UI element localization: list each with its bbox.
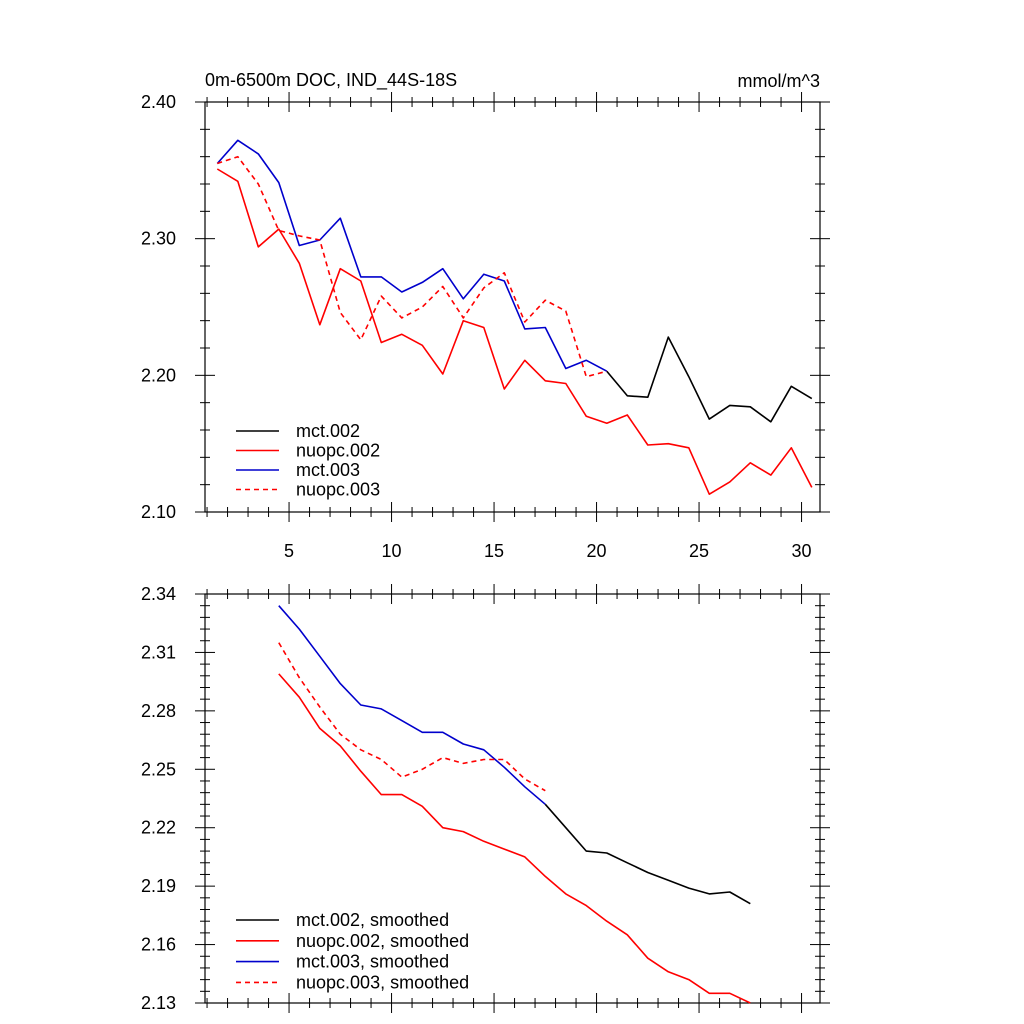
bottom-ytick-label: 2.16 xyxy=(141,935,176,955)
top-series-line-2 xyxy=(216,139,608,372)
top-legend-label-1: nuopc.002 xyxy=(296,441,380,461)
top-ytick-label: 2.10 xyxy=(141,502,176,522)
bottom-legend-label-2: mct.003, smoothed xyxy=(296,952,449,972)
top-plot-frame xyxy=(204,101,821,513)
top-panel: 0m-6500m DOC, IND_44S-18S mmol/m^3 2.10 2… xyxy=(141,70,830,561)
top-series-line-0 xyxy=(606,336,813,423)
top-legend-label-0: mct.002 xyxy=(296,421,360,441)
bottom-legend-label-1: nuopc.002, smoothed xyxy=(296,931,469,951)
top-xtick-label: 25 xyxy=(689,541,709,561)
bottom-ytick-label: 2.19 xyxy=(141,876,176,896)
top-series-line-1 xyxy=(216,168,813,496)
top-xtick-label: 5 xyxy=(284,541,294,561)
bottom-series-line-1 xyxy=(278,673,751,1004)
top-xtick-label: 15 xyxy=(484,541,504,561)
bottom-series-line-2 xyxy=(278,605,546,805)
top-xtick-label: 30 xyxy=(792,541,812,561)
top-legend-label-3: nuopc.003 xyxy=(296,480,380,500)
top-xtick-label: 20 xyxy=(587,541,607,561)
bottom-ytick-label: 2.22 xyxy=(141,818,176,838)
bottom-ytick-label: 2.34 xyxy=(141,584,176,604)
bottom-series-line-0 xyxy=(544,803,751,905)
top-series-line-3 xyxy=(217,155,608,378)
bottom-ytick-label: 2.31 xyxy=(141,642,176,662)
bottom-legend-label-3: nuopc.003, smoothed xyxy=(296,972,469,992)
top-panel-units: mmol/m^3 xyxy=(738,71,820,91)
top-panel-title: 0m-6500m DOC, IND_44S-18S xyxy=(205,70,457,91)
top-ytick-label: 2.40 xyxy=(141,92,176,112)
top-legend-label-2: mct.003 xyxy=(296,460,360,480)
bottom-ytick-label: 2.25 xyxy=(141,759,176,779)
bottom-series-line-3 xyxy=(278,642,546,792)
bottom-panel: 2.13 2.16 2.19 2.22 2.25 2.28 2.31 2.34 mct.002,… xyxy=(141,584,830,1013)
bottom-ytick-label: 2.28 xyxy=(141,701,176,721)
top-ytick-label: 2.30 xyxy=(141,229,176,249)
bottom-ytick-label: 2.13 xyxy=(141,993,176,1013)
top-xtick-label: 10 xyxy=(382,541,402,561)
bottom-plot-frame xyxy=(204,593,821,1004)
top-ytick-label: 2.20 xyxy=(141,365,176,385)
bottom-legend-label-0: mct.002, smoothed xyxy=(296,910,449,930)
